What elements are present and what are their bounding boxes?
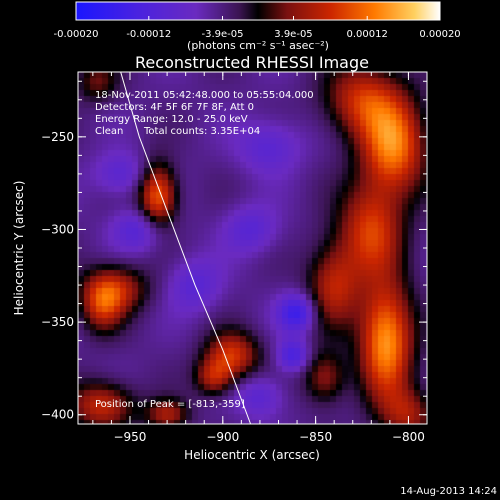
colorbar: -0.00020 -0.00012 -3.9e-05 3.9e-05 0.00012 0.… — [54, 1, 461, 52]
y-tick-label: −400 — [41, 408, 74, 422]
colorbar-gradient — [75, 1, 441, 21]
solar-limb-line — [120, 72, 252, 424]
x-axis: −950 −900 −850 −800 — [92, 72, 428, 444]
colorbar-tick-label: 3.9e-05 — [274, 29, 312, 40]
info-detectors: Detectors: 4F 5F 6F 7F 8F, Att 0 — [95, 102, 254, 113]
colorbar-tick-label: 0.00020 — [419, 29, 460, 40]
colorbar-unit: (photons cm⁻² s⁻¹ asec⁻²) — [187, 39, 329, 52]
chart-title: Reconstructed RHESSI Image — [135, 53, 369, 72]
info-peak: Position of Peak = [-813,-359] — [95, 399, 245, 410]
x-tick-label: −850 — [299, 430, 332, 444]
info-annotations: 18-Nov-2011 05:42:48.000 to 05:55:04.000… — [95, 90, 314, 410]
colorbar-tick-label: 0.00012 — [347, 29, 388, 40]
x-tick-label: −950 — [113, 430, 146, 444]
y-axis-label: Heliocentric Y (arcsec) — [12, 181, 26, 316]
y-tick-label: −300 — [41, 222, 74, 236]
footer-date: 14-Aug-2013 14:24 — [400, 486, 497, 497]
x-tick-label: −900 — [206, 430, 239, 444]
colorbar-tick-label: -0.00020 — [54, 29, 99, 40]
heatmap-image — [78, 72, 427, 424]
y-tick-label: −350 — [41, 315, 74, 329]
colorbar-ticks: -0.00020 -0.00012 -3.9e-05 3.9e-05 0.00012 0.… — [54, 16, 461, 40]
y-axis: −250 −300 −350 −400 — [41, 80, 427, 422]
y-tick-label: −250 — [41, 130, 74, 144]
info-method: Clean — [95, 126, 123, 137]
info-energy: Energy Range: 12.0 - 25.0 keV — [95, 114, 248, 125]
x-tick-label: −800 — [392, 430, 425, 444]
x-axis-label: Heliocentric X (arcsec) — [184, 448, 320, 462]
info-time: 18-Nov-2011 05:42:48.000 to 05:55:04.000 — [95, 90, 314, 101]
colorbar-tick-label: -0.00012 — [126, 29, 171, 40]
info-counts: Total counts: 3.35E+04 — [143, 126, 260, 137]
colorbar-tick-label: -3.9e-05 — [202, 29, 244, 40]
